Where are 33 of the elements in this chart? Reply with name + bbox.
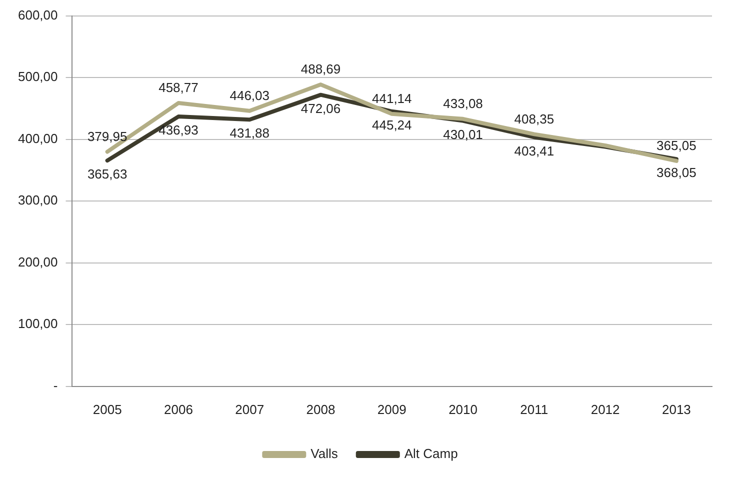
data-label: 368,05 xyxy=(656,165,696,180)
data-label: 458,77 xyxy=(158,80,198,96)
data-label: 431,88 xyxy=(230,126,270,141)
x-tick-label: 2010 xyxy=(448,402,478,417)
data-label: 433,08 xyxy=(443,96,483,111)
y-tick-label: 500,00 xyxy=(18,69,58,84)
data-label: 365,63 xyxy=(87,166,128,182)
data-label: 472,06 xyxy=(300,100,341,116)
x-tick-label: 2008 xyxy=(306,402,336,417)
y-tick-label: 400,00 xyxy=(18,130,58,146)
x-tick-label: 2006 xyxy=(164,402,193,417)
data-label: 403,41 xyxy=(514,143,554,158)
data-label: 408,35 xyxy=(514,111,554,126)
x-tick-label: 2009 xyxy=(377,402,406,417)
data-label: 379,95 xyxy=(87,128,128,144)
data-label: 446,03 xyxy=(230,88,270,103)
data-label: 441,14 xyxy=(372,91,412,106)
y-tick-label: 100,00 xyxy=(18,316,58,332)
data-label: 445,24 xyxy=(372,117,412,132)
x-tick-label: 2005 xyxy=(92,402,122,417)
data-label: 488,69 xyxy=(300,62,341,77)
x-tick-label: 2013 xyxy=(662,402,691,417)
y-tick-label: 300,00 xyxy=(18,192,58,208)
x-tick-label: 2011 xyxy=(520,402,548,417)
legend-label: Valls xyxy=(310,446,338,462)
x-tick-label: 2007 xyxy=(235,402,264,417)
data-label: 365,05 xyxy=(656,138,696,153)
legend-label: Alt Camp xyxy=(404,446,458,462)
y-tick-label: - xyxy=(53,378,58,393)
y-tick-label: 600,00 xyxy=(18,7,58,22)
x-tick-label: 2012 xyxy=(590,402,620,417)
y-tick-label: 200,00 xyxy=(18,254,58,270)
data-label: 430,01 xyxy=(443,126,483,142)
